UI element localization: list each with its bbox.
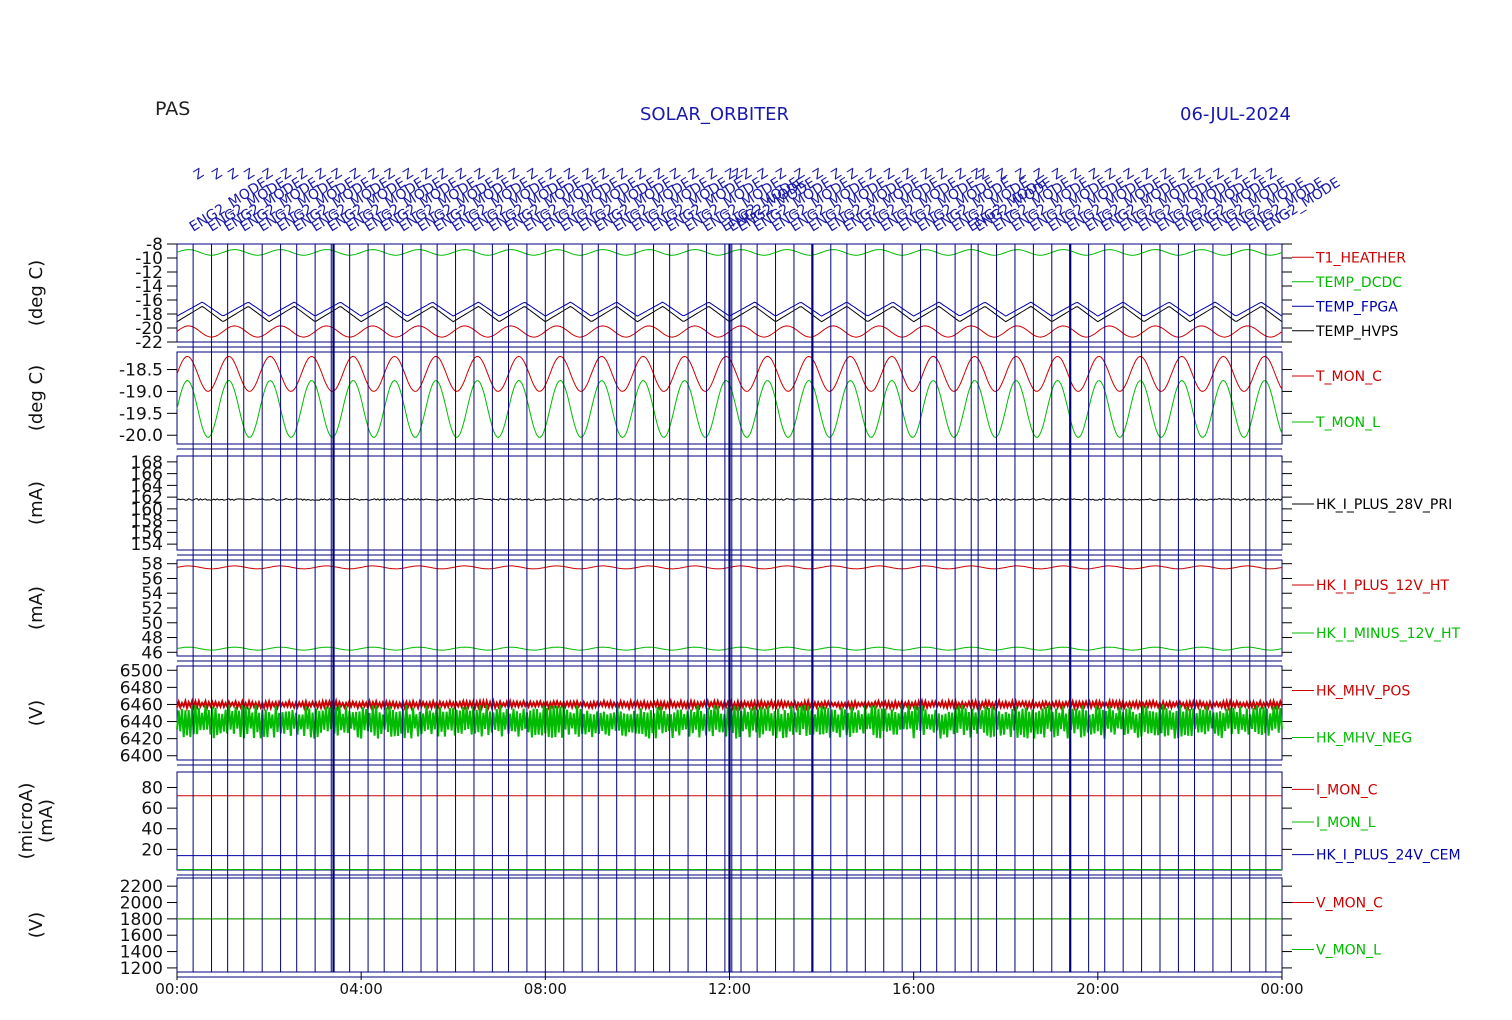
series-legend-label: T_MON_L	[1315, 415, 1380, 431]
y-tick-label: 58	[141, 555, 163, 575]
y-tick-label: 80	[141, 778, 163, 798]
series-legend-label: I_MON_L	[1316, 815, 1376, 831]
y-tick-label: 46	[141, 643, 163, 663]
event-hour-mark: Z	[191, 166, 207, 183]
y-tick-label: 6440	[120, 713, 163, 733]
x-tick-label: 00:00	[1260, 980, 1303, 998]
x-axis: 00:00 04:00 08:00 12:00 16:00 20:00 00:00	[155, 972, 1304, 998]
y-tick-label: 48	[141, 629, 163, 649]
y-tick-label: 6420	[120, 730, 163, 750]
y-axis-label: (microA)	[16, 783, 37, 860]
y-tick-label: -19.0	[119, 382, 163, 402]
event-hour-mark: Z	[226, 166, 242, 183]
y-tick-label: 52	[141, 599, 163, 619]
series-legend-label: HK_I_PLUS_28V_PRI	[1316, 497, 1452, 513]
y-tick-label: -18.5	[119, 361, 163, 381]
y-tick-label: 20	[141, 840, 163, 860]
y-axis-label: (V)	[26, 912, 47, 938]
y-tick-label: 56	[141, 569, 163, 589]
y-tick-label: 166	[131, 465, 163, 485]
header-annotations: ENG2_MODEZENG2_MODEZENG2_MODEZENG2_MODEZ…	[187, 104, 1344, 235]
y-tick-label: 6500	[120, 661, 163, 681]
y-tick-label: 160	[131, 500, 163, 520]
y-tick-label: -10	[135, 249, 163, 269]
y-tick-label: -14	[135, 277, 163, 297]
series-legend-label: HK_MHV_POS	[1316, 684, 1410, 700]
spacecraft-label: SOLAR_ORBITER	[640, 104, 789, 125]
series-legend-label: HK_I_PLUS_12V_HT	[1316, 578, 1449, 594]
y-axis-label: (mA)	[26, 586, 47, 630]
y-tick-label: 164	[131, 476, 163, 496]
series-legend-label: T1_HEATHER	[1315, 250, 1406, 266]
series-legend-label: V_MON_C	[1316, 896, 1383, 912]
y-tick-label: 2000	[120, 894, 163, 914]
series-legend-label: T_MON_C	[1315, 369, 1382, 385]
series-legend-label: HK_MHV_NEG	[1316, 731, 1412, 747]
series-legend-label: I_MON_C	[1316, 782, 1378, 798]
y-tick-label: 1400	[120, 943, 163, 963]
y-tick-label: -20	[135, 319, 163, 339]
y-axis-label: (V)	[26, 700, 47, 726]
y-tick-label: 6480	[120, 678, 163, 698]
series-legend-label: TEMP_FPGA	[1315, 299, 1398, 315]
x-tick-label: 00:00	[155, 980, 198, 998]
series-legend-label: TEMP_HVPS	[1315, 324, 1398, 340]
chart-panels: -8-10-12-14-16-18-20-22 (deg C) T1_HEATHER…	[16, 235, 1461, 979]
date-label: 06-JUL-2024	[1180, 104, 1291, 125]
page-title: PAS	[155, 98, 191, 120]
x-tick-label: 20:00	[1076, 980, 1119, 998]
y-tick-label: -16	[135, 291, 163, 311]
y-tick-label: -22	[135, 333, 163, 353]
y-tick-label: 154	[131, 535, 163, 555]
event-lines	[192, 244, 1267, 972]
y-tick-label: 1200	[120, 959, 163, 979]
y-tick-label: 158	[131, 512, 163, 532]
y-tick-label: 162	[131, 488, 163, 508]
series-legend-label: V_MON_L	[1316, 943, 1381, 959]
y-tick-label: 1600	[120, 926, 163, 946]
chart-panel: -8-10-12-14-16-18-20-22 (deg C) T1_HEATHER…	[26, 235, 1406, 353]
y-tick-label: 168	[131, 453, 163, 473]
y-axis-label: (deg C)	[26, 260, 47, 326]
y-axis-label: (mA)	[36, 799, 57, 843]
y-tick-label: -19.5	[119, 404, 163, 424]
y-tick-label: 2200	[120, 877, 163, 897]
y-tick-label: -18	[135, 305, 163, 325]
y-tick-label: 156	[131, 523, 163, 543]
series-legend-label: HK_I_PLUS_24V_CEM	[1316, 848, 1461, 864]
y-tick-label: 54	[141, 584, 163, 604]
y-tick-label: 50	[141, 614, 163, 634]
x-tick-label: 12:00	[708, 980, 751, 998]
y-axis-label: (deg C)	[26, 365, 47, 431]
series-legend-label: TEMP_DCDC	[1315, 275, 1402, 291]
y-tick-label: -8	[146, 235, 163, 255]
x-tick-label: 04:00	[340, 980, 383, 998]
y-tick-label: 60	[141, 799, 163, 819]
y-tick-label: 6460	[120, 695, 163, 715]
y-axis-label: (mA)	[26, 481, 47, 525]
y-tick-label: 1800	[120, 910, 163, 930]
series-legend-label: HK_I_MINUS_12V_HT	[1316, 626, 1461, 642]
x-tick-label: 08:00	[524, 980, 567, 998]
x-tick-label: 16:00	[892, 980, 935, 998]
y-tick-label: -20.0	[119, 426, 163, 446]
event-hour-mark: Z	[210, 166, 226, 183]
y-tick-label: 6400	[120, 747, 163, 767]
y-tick-label: 40	[141, 820, 163, 840]
y-tick-label: -12	[135, 263, 163, 283]
